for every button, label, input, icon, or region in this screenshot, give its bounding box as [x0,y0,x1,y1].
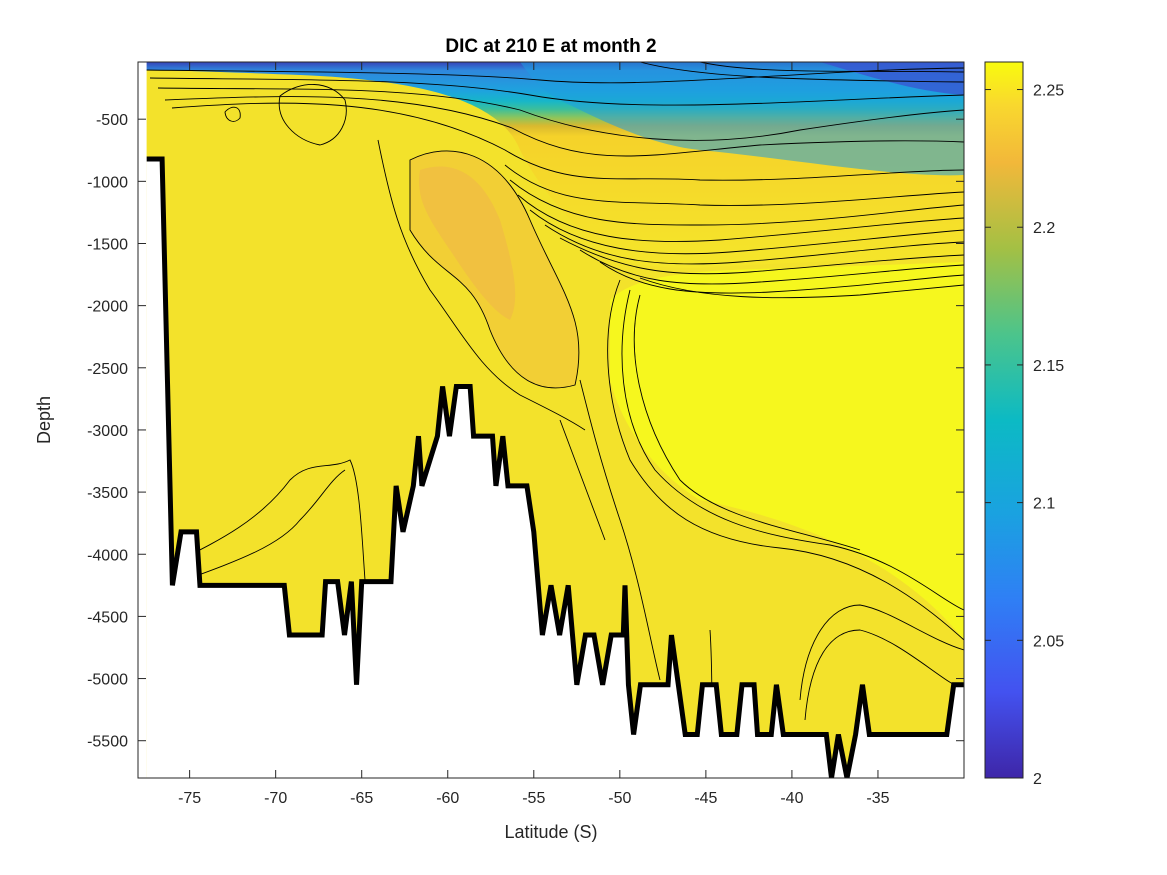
colorbar-tick-label: 2.1 [1033,496,1055,513]
field-surface-indigo [820,62,964,95]
y-tick-label: -5000 [87,672,128,689]
y-axis-label: Depth [34,396,54,444]
y-tick-label: -4000 [87,547,128,564]
colorbar-tick-label: 2 [1033,771,1042,788]
axes-frame [137,61,965,779]
contour-lines [144,62,964,721]
land-left [138,62,147,778]
y-tick-label: -2500 [87,361,128,378]
colorbar [984,61,1024,779]
y-tick-label: -3000 [87,423,128,440]
y-tick-label: -1000 [87,174,128,191]
seafloor-mask [146,158,964,778]
y-tick-label: -4500 [87,609,128,626]
field-upper-blue [520,62,964,176]
y-tick-label: -3500 [87,485,128,502]
colorbar-tick-label: 2.2 [1033,220,1055,237]
x-tick-label: -70 [264,790,287,807]
field-deep-lobe [610,262,964,640]
colorbar-tick-label: 2.15 [1033,358,1064,375]
y-tick-label: -500 [96,112,128,129]
colorbar-tick-label: 2.05 [1033,633,1064,650]
y-tick-label: -1500 [87,236,128,253]
x-tick-label: -55 [522,790,545,807]
x-tick-label: -35 [866,790,889,807]
chart-title: DIC at 210 E at month 2 [445,36,656,57]
x-tick-label: -45 [694,790,717,807]
x-tick-label: -40 [780,790,803,807]
seafloor-line [146,156,964,778]
x-tick-label: -60 [436,790,459,807]
x-tick-label: -50 [608,790,631,807]
x-tick-label: -65 [350,790,373,807]
x-axis-label: Latitude (S) [504,822,597,842]
field-intermediate-core [419,166,516,320]
y-tick-label: -2000 [87,299,128,316]
x-tick-label: -75 [178,790,201,807]
y-tick-label: -5500 [87,734,128,751]
colorbar-tick-label: 2.25 [1033,83,1064,100]
